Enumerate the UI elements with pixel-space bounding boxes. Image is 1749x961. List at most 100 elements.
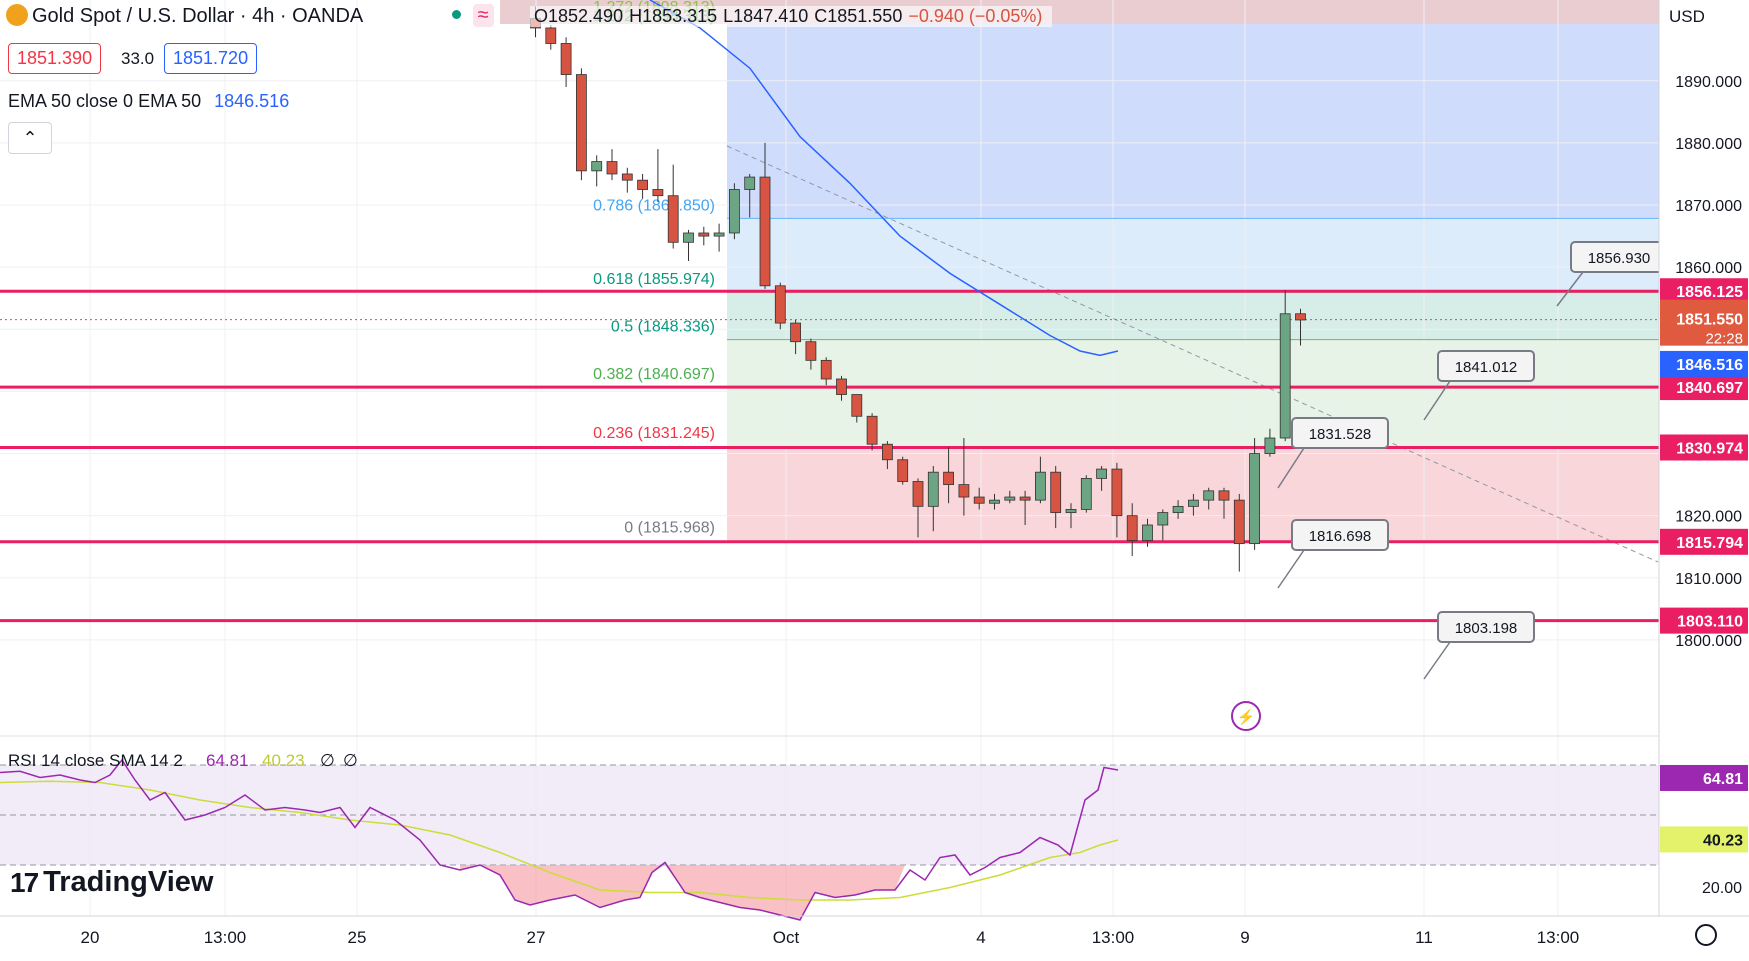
candle-body <box>1188 499 1199 507</box>
buy-button[interactable]: 1851.720 <box>164 43 258 74</box>
candle <box>1157 509 1169 541</box>
candle <box>591 155 603 187</box>
low-value: L1847.410 <box>723 6 809 26</box>
lightning-glyph: ⚡ <box>1237 708 1256 726</box>
sell-button[interactable]: 1851.390 <box>8 43 102 74</box>
candle-body <box>1249 453 1260 545</box>
candle-body <box>774 285 786 324</box>
rsi-legend-ma: 40.23 <box>262 751 305 770</box>
candle <box>790 319 801 355</box>
time-tick: Oct <box>773 928 800 947</box>
ema-label: EMA 50 close 0 EMA 50 <box>8 91 202 111</box>
candle-body <box>1019 496 1031 501</box>
axis-tag-text: 1830.974 <box>1676 440 1743 457</box>
collapse-legend-button[interactable]: ⌃ <box>8 122 52 154</box>
candle <box>943 447 954 504</box>
candle-body <box>545 27 557 44</box>
fib-label: 0.618 (1855.974) <box>593 271 715 288</box>
candle <box>836 375 847 401</box>
candle-body <box>1218 490 1230 501</box>
callout-box <box>1437 611 1535 643</box>
high-value: H1853.315 <box>629 6 718 26</box>
candle <box>652 149 664 202</box>
level-axis-tag: 1840.697 <box>1660 374 1748 401</box>
callout-box <box>1291 519 1389 551</box>
candle <box>1295 308 1306 346</box>
candle <box>958 438 970 516</box>
candle-body <box>713 232 725 237</box>
candle-body <box>912 481 924 507</box>
ema-value: 1846.516 <box>214 91 290 111</box>
price-callout: 1841.012 <box>1423 350 1535 421</box>
candle-body <box>1065 509 1077 513</box>
currency-selector[interactable]: USD <box>1669 7 1705 26</box>
price-tick: 1870.000 <box>1675 198 1742 215</box>
candle-body <box>1080 477 1092 510</box>
symbol-header[interactable]: Gold Spot / U.S. Dollar · 4h · OANDA <box>6 4 363 28</box>
level-axis-tag: 1803.110 <box>1660 607 1748 634</box>
candle-body <box>958 484 970 498</box>
rsi-line <box>0 758 1119 921</box>
candle-body <box>1295 313 1306 321</box>
fib-label: 0 (1815.968) <box>624 520 715 537</box>
axis-tag-bg <box>1660 528 1748 555</box>
gold-coin-icon <box>6 4 28 26</box>
tv-logo-icon: 17 <box>10 866 39 898</box>
ohlc-readout: O1852.490 H1853.315 L1847.410 C1851.550 −0.9… <box>530 6 1053 27</box>
level-axis-tag: 1815.794 <box>1660 528 1748 555</box>
price-tick: 1890.000 <box>1675 74 1742 91</box>
ema-line <box>649 0 1119 357</box>
wave-icon: ≈ <box>472 4 494 27</box>
candle <box>576 68 587 181</box>
candle <box>759 142 771 289</box>
close-value: C1851.550 <box>814 6 903 26</box>
candle-body <box>759 176 771 287</box>
rsi-ma-line <box>0 780 1119 901</box>
ema-axis-tag: 1846.516 <box>1660 350 1748 377</box>
candle-body <box>820 359 832 380</box>
callout-label: 1816.698 <box>1309 528 1372 545</box>
candle <box>683 229 694 261</box>
fib-label: 0.382 (1840.697) <box>593 366 715 383</box>
time-tick: 4 <box>976 928 985 947</box>
rsi-oversold-fill <box>460 865 905 920</box>
lightning-icon <box>1231 701 1261 731</box>
candle-body <box>1142 524 1153 541</box>
candle <box>621 167 633 193</box>
axis-tag-text: 1815.794 <box>1676 535 1743 552</box>
time-tick: 13:00 <box>1092 928 1135 947</box>
axis-tag-text: 1856.125 <box>1676 284 1743 301</box>
candle <box>1264 428 1276 457</box>
candle <box>820 357 832 386</box>
callout-box <box>1437 350 1535 382</box>
price-tick: 1820.000 <box>1675 509 1742 526</box>
time-tick: 27 <box>527 928 546 947</box>
candle <box>1111 462 1123 538</box>
candle-body <box>606 161 618 175</box>
candle <box>744 173 756 218</box>
candle-body <box>866 415 878 445</box>
candle-body <box>1050 471 1062 513</box>
spread-value: 33.0 <box>121 49 155 68</box>
ema-legend[interactable]: EMA 50 close 0 EMA 50 1846.516 <box>8 91 289 112</box>
last-price-tag-bg <box>1660 299 1748 346</box>
candle <box>1172 500 1184 519</box>
settings-gear-icon[interactable] <box>1695 924 1717 946</box>
candle <box>698 226 710 246</box>
fib-label: 0.5 (1848.336) <box>611 319 715 336</box>
rsi-axis-tag: 64.81 <box>1660 764 1748 791</box>
time-tick: 11 <box>1415 928 1433 947</box>
rsi-legend-label: RSI 14 close SMA 14 2 <box>8 751 183 770</box>
symbol-title[interactable]: Gold Spot / U.S. Dollar · 4h · OANDA <box>32 5 364 27</box>
axis-tag-text: 1846.516 <box>1676 357 1743 374</box>
callout-pointer <box>1423 380 1451 421</box>
candle-body <box>1264 437 1276 454</box>
candle <box>866 413 878 451</box>
candle <box>774 282 786 330</box>
candle <box>851 394 863 423</box>
candle-body <box>637 179 648 190</box>
candle <box>973 487 985 510</box>
candle <box>805 338 817 370</box>
candle <box>912 478 924 538</box>
